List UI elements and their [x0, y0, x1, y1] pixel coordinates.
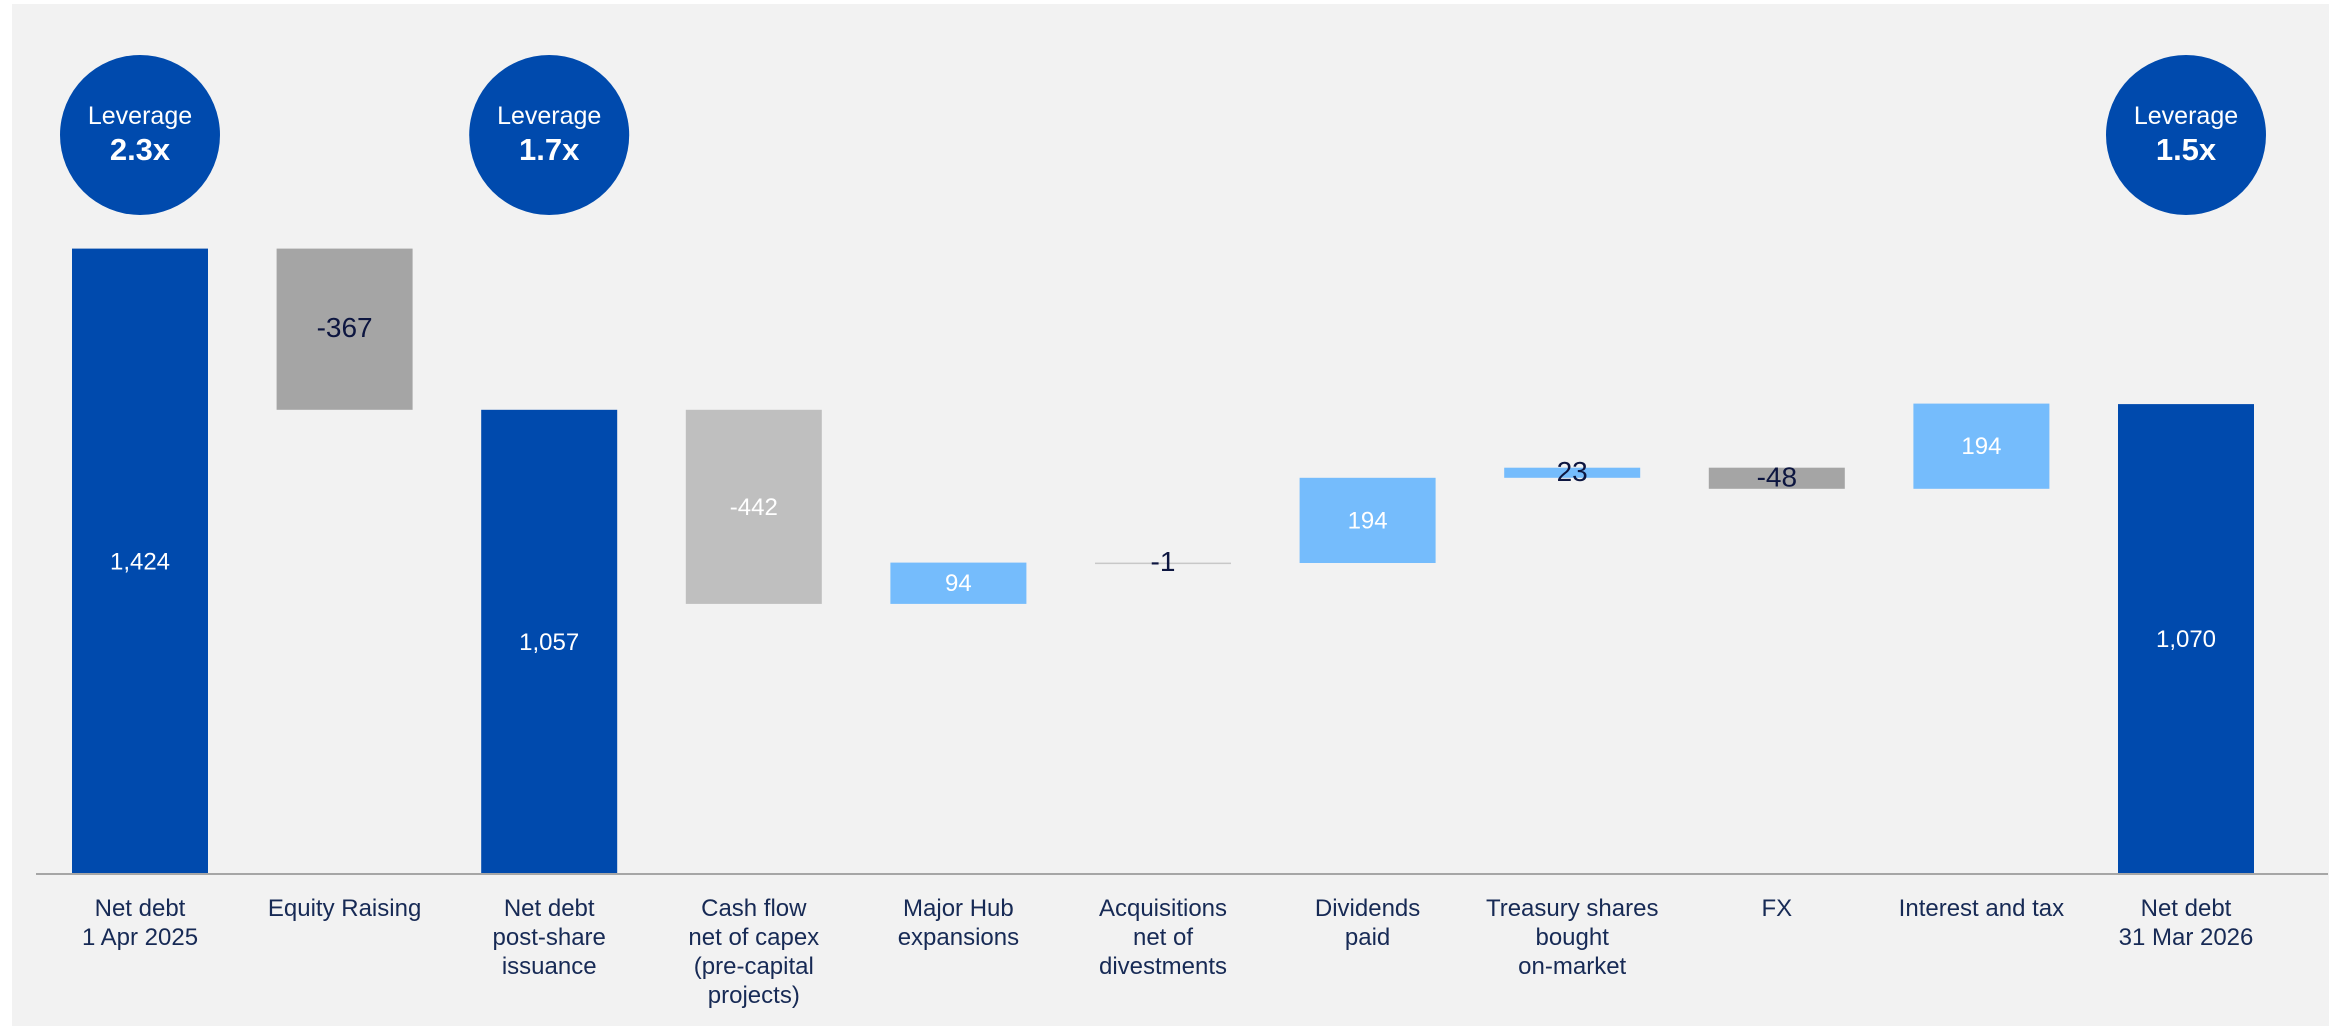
bar-value-label-9: 194	[1961, 433, 2001, 460]
labels-layer: 1,424 -367 1,057 -442 94 -1 194 23 -48 194 1,070 Ne…	[82, 312, 2253, 1009]
bar-0	[72, 248, 208, 875]
bar-7	[1504, 467, 1641, 478]
chart-panel-background	[12, 4, 2329, 1026]
bar-value-label-3: -442	[730, 494, 778, 521]
leverage-badge-label: Leverage	[2134, 102, 2238, 130]
bar-4	[890, 562, 1027, 604]
bar-1	[276, 248, 413, 410]
leverage-badge-label: Leverage	[88, 102, 192, 130]
leverage-badge-circle	[2106, 55, 2266, 215]
leverage-badge-value: 1.7x	[519, 132, 580, 167]
bar-6	[1299, 477, 1436, 563]
leverage-badge-value: 2.3x	[110, 132, 171, 167]
category-label-4: Major Hub expansions	[898, 895, 1019, 951]
bar-9	[1913, 403, 2050, 489]
bar-10	[2118, 404, 2254, 874]
category-label-8: FX	[1761, 895, 1792, 922]
category-label-9: Interest and tax	[1899, 895, 2064, 922]
bar-value-label-8: -48	[1757, 461, 1797, 492]
category-label-0: Net debt 1 Apr 2025	[82, 895, 198, 951]
category-label-7: Treasury shares bought on-market	[1486, 895, 1659, 980]
bar-value-label-6: 194	[1348, 507, 1388, 534]
bar-value-label-10: 1,070	[2156, 626, 2216, 653]
bar-value-label-0: 1,424	[110, 548, 170, 575]
leverage-badge-circle	[60, 55, 220, 215]
leverage-badge-label: Leverage	[497, 102, 601, 130]
category-label-3: Cash flow net of capex (pre-capital project…	[688, 895, 819, 1009]
category-label-10: Net debt 31 Mar 2026	[2119, 895, 2254, 951]
bar-2	[481, 409, 618, 874]
category-label-6: Dividends paid	[1315, 895, 1420, 951]
bars-layer	[72, 248, 2254, 875]
category-label-2: Net debt post-share issuance	[493, 895, 606, 980]
bar-value-label-7: 23	[1557, 456, 1588, 487]
bar-value-label-5: -1	[1151, 546, 1176, 577]
bar-value-label-1: -367	[317, 312, 373, 343]
bar-8	[1708, 467, 1845, 489]
bar-5	[1095, 562, 1231, 565]
bar-3	[685, 409, 822, 604]
category-label-5: Acquisitions net of divestments	[1099, 895, 1227, 980]
bar-value-label-4: 94	[945, 570, 972, 597]
leverage-badge-value: 1.5x	[2156, 132, 2217, 167]
leverage-badge-circle	[469, 55, 630, 215]
bar-value-label-2: 1,057	[519, 629, 579, 656]
category-label-1: Equity Raising	[268, 895, 421, 922]
